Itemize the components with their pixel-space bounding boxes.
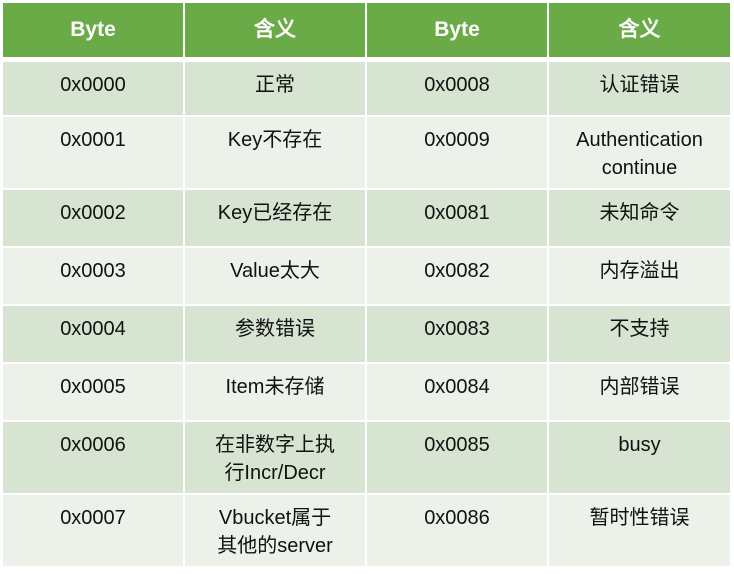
byte-cell: 0x0007 <box>3 495 183 566</box>
cell-text: 在非数字上执 <box>215 434 335 456</box>
cell-text: 未知命令 <box>599 202 680 224</box>
cell-text: 0x0007 <box>60 507 126 529</box>
byte-cell: 0x0085 <box>367 422 547 493</box>
cell-text: Key已经存在 <box>217 202 333 224</box>
cell-text: 0x0001 <box>60 129 126 151</box>
header-byte-1: Byte <box>3 3 183 57</box>
byte-cell: 0x0009 <box>367 117 547 188</box>
cell-text: continue <box>601 157 678 179</box>
cell-text: 0x0082 <box>424 260 490 282</box>
cell-text: Key不存在 <box>227 129 323 151</box>
cell-text: 暂时性错误 <box>589 507 690 529</box>
cell-text: 0x0005 <box>60 376 126 398</box>
cell-text: 行Incr/Decr <box>224 462 326 484</box>
byte-cell: 0x0086 <box>367 495 547 566</box>
meaning-cell: Key已经存在 <box>185 190 365 246</box>
byte-cell: 0x0003 <box>3 248 183 304</box>
byte-cell: 0x0005 <box>3 364 183 420</box>
meaning-cell: 正常 <box>185 59 365 115</box>
meaning-cell: 参数错误 <box>185 306 365 362</box>
meaning-cell: 未知命令 <box>549 190 730 246</box>
header-meaning-2: 含义 <box>549 3 730 57</box>
cell-text: 0x0002 <box>60 202 126 224</box>
table-row: 0x0003 Value太大 0x0082 内存溢出 <box>3 248 730 304</box>
byte-cell: 0x0081 <box>367 190 547 246</box>
meaning-cell: Key不存在 <box>185 117 365 188</box>
table-row: 0x0002 Key已经存在 0x0081 未知命令 <box>3 190 730 246</box>
table-row: 0x0000 正常 0x0008 认证错误 <box>3 59 730 115</box>
cell-text: 0x0000 <box>60 74 126 96</box>
cell-text: 不支持 <box>609 318 670 340</box>
meaning-cell: 暂时性错误 <box>549 495 730 566</box>
byte-cell: 0x0006 <box>3 422 183 493</box>
header-meaning-1: 含义 <box>185 3 365 57</box>
byte-cell: 0x0082 <box>367 248 547 304</box>
byte-cell: 0x0001 <box>3 117 183 188</box>
meaning-cell: Authentication continue <box>549 117 730 188</box>
cell-text: Item未存储 <box>225 376 325 398</box>
cell-text: 内部错误 <box>599 376 680 398</box>
cell-text: 其他的server <box>217 535 333 557</box>
cell-text: 0x0083 <box>424 318 490 340</box>
byte-cell: 0x0004 <box>3 306 183 362</box>
meaning-cell: Value太大 <box>185 248 365 304</box>
cell-text: 0x0084 <box>424 376 490 398</box>
cell-text: 0x0008 <box>424 74 490 96</box>
meaning-cell: 认证错误 <box>549 59 730 115</box>
cell-text: Authentication <box>576 129 703 151</box>
table-row: 0x0005 Item未存储 0x0084 内部错误 <box>3 364 730 420</box>
cell-text: busy <box>618 434 661 456</box>
meaning-cell: busy <box>549 422 730 493</box>
cell-text: 认证错误 <box>599 74 680 96</box>
cell-text: 0x0009 <box>424 129 490 151</box>
cell-text: 0x0006 <box>60 434 126 456</box>
table-row: 0x0007 Vbucket属于 其他的server 0x0086 暂时性错误 <box>3 495 730 566</box>
cell-text: 0x0003 <box>60 260 126 282</box>
byte-cell: 0x0084 <box>367 364 547 420</box>
header-byte-2: Byte <box>367 3 547 57</box>
table-row: 0x0006 在非数字上执 行Incr/Decr 0x0085 busy <box>3 422 730 493</box>
header-row: Byte 含义 Byte 含义 <box>3 3 730 57</box>
cell-text: Vbucket属于 <box>218 507 332 529</box>
cell-text: 0x0004 <box>60 318 126 340</box>
cell-text: 内存溢出 <box>599 260 680 282</box>
byte-cell: 0x0002 <box>3 190 183 246</box>
meaning-cell: 内存溢出 <box>549 248 730 304</box>
cell-text: 0x0085 <box>424 434 490 456</box>
table-row: 0x0004 参数错误 0x0083 不支持 <box>3 306 730 362</box>
cell-text: Value太大 <box>230 260 320 282</box>
cell-text: 参数错误 <box>235 318 315 340</box>
meaning-cell: 不支持 <box>549 306 730 362</box>
byte-cell: 0x0008 <box>367 59 547 115</box>
cell-text: 0x0081 <box>424 202 490 224</box>
meaning-cell: 内部错误 <box>549 364 730 420</box>
meaning-cell: 在非数字上执 行Incr/Decr <box>185 422 365 493</box>
cell-text: 正常 <box>255 74 295 96</box>
byte-cell: 0x0000 <box>3 59 183 115</box>
table-row: 0x0001 Key不存在 0x0009 Authentication continue <box>3 117 730 188</box>
cell-text: 0x0086 <box>424 507 490 529</box>
meaning-cell: Item未存储 <box>185 364 365 420</box>
byte-cell: 0x0083 <box>367 306 547 362</box>
meaning-cell: Vbucket属于 其他的server <box>185 495 365 566</box>
